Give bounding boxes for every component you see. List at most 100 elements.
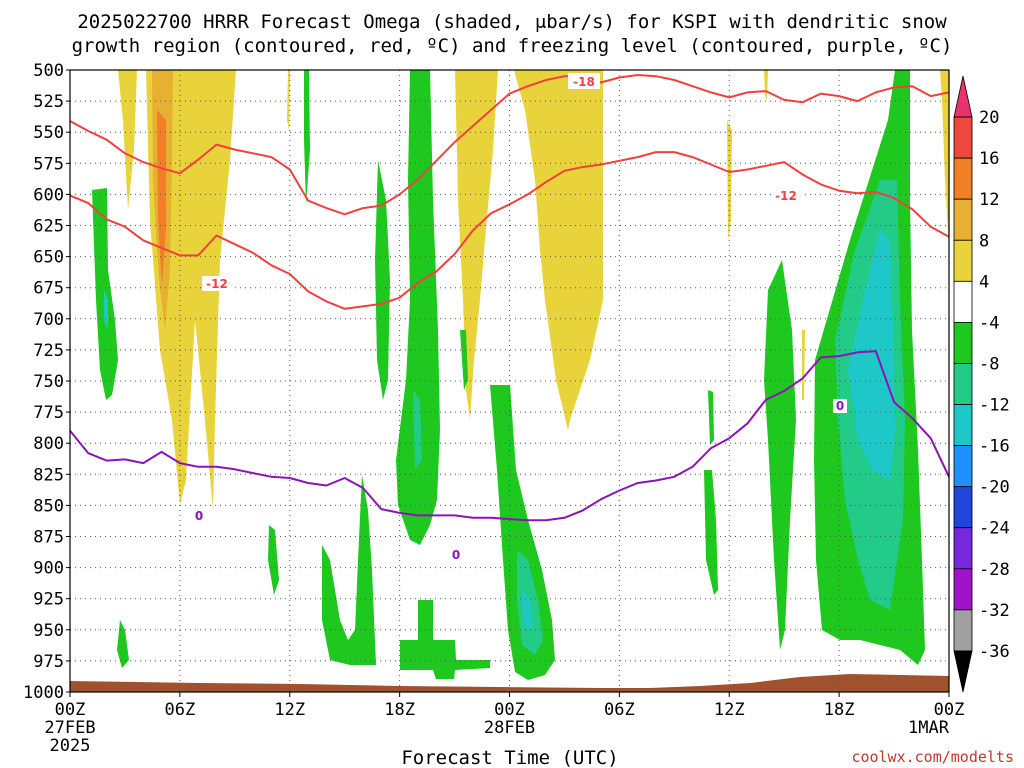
colorbar: 20 16 12 8 4 -4 -8 -12 -16 -20 -24 -28 -32 -36: [953, 75, 1010, 693]
y-tick-label: 550: [33, 123, 64, 143]
y-tick-label: 925: [33, 590, 64, 610]
colorbar-swatch: [953, 527, 973, 570]
colorbar-label: 4: [979, 272, 989, 292]
colorbar-label: 8: [979, 231, 989, 251]
colorbar-swatch: [953, 198, 973, 241]
omega-negative-strong-region: [413, 390, 422, 470]
omega-negative-region: [704, 470, 718, 595]
omega-negative-region: [304, 70, 310, 205]
omega-negative-region: [764, 260, 796, 650]
x-tick-year-label: 2025: [50, 736, 91, 756]
y-tick-label: 650: [33, 248, 64, 268]
freezing-mid-contour-label: 0: [452, 548, 460, 562]
y-tick-label: 900: [33, 559, 64, 579]
colorbar-swatch: [953, 404, 973, 446]
y-tick-label: 575: [33, 154, 64, 174]
omega-negative-region: [460, 330, 468, 390]
colorbar-swatch: [953, 280, 973, 323]
y-tick-label: 600: [33, 185, 64, 205]
colorbar-swatch: [953, 650, 973, 693]
x-tick-label: 06Z: [165, 700, 196, 720]
omega-positive-region: [940, 70, 949, 250]
y-tick-label: 975: [33, 652, 64, 672]
y-tick-label: 775: [33, 403, 64, 423]
contour-labels: -18 -12 -12 0 0 0: [192, 73, 847, 562]
omega-positive-region: [157, 110, 166, 285]
colorbar-swatch: [953, 609, 973, 652]
colorbar-label: -20: [979, 478, 1010, 498]
omega-negative-region: [708, 390, 714, 445]
terrain-ground: [70, 674, 949, 692]
x-tick-label: 18Z: [824, 700, 855, 720]
colorbar-label: -28: [979, 560, 1010, 580]
colorbar-label: 16: [979, 149, 999, 169]
x-tick-date-label: 28FEB: [484, 718, 535, 738]
omega-negative-peak-region: [522, 590, 532, 630]
omega-negative-region: [375, 160, 390, 400]
freezing-right-contour-label: 0: [836, 399, 844, 413]
omega-negative-region: [322, 475, 376, 665]
colorbar-label: -36: [979, 642, 1010, 662]
y-tick-label: 875: [33, 528, 64, 548]
x-tick-label: 18Z: [384, 700, 415, 720]
omega-negative-region: [400, 600, 490, 679]
x-tick-label: 12Z: [274, 700, 305, 720]
colorbar-swatch: [953, 486, 973, 529]
dgz-top-contour-label: -18: [573, 75, 595, 89]
colorbar-label: 20: [979, 108, 999, 128]
colorbar-swatch: [953, 363, 973, 405]
dgz-bottom-contour-label: -12: [206, 277, 228, 291]
dgz-bottom-right-contour-label: -12: [775, 189, 797, 203]
colorbar-label: -16: [979, 437, 1010, 457]
omega-positive-region: [514, 70, 603, 430]
freezing-contour-label: 0: [195, 509, 203, 523]
x-tick-label: 00Z: [934, 700, 965, 720]
omega-positive-region: [802, 330, 805, 400]
y-tick-label: 625: [33, 217, 64, 237]
y-tick-label: 800: [33, 434, 64, 454]
y-tick-label: 525: [33, 92, 64, 112]
omega-negative-region: [268, 525, 279, 595]
contour-lines: [69, 74, 950, 522]
y-tick-label: 500: [33, 61, 64, 81]
y-tick-label: 750: [33, 372, 64, 392]
x-tick-label: 12Z: [714, 700, 745, 720]
y-tick-label: 950: [33, 621, 64, 641]
x-tick-label: 06Z: [604, 700, 635, 720]
x-tick-label: 00Z: [494, 700, 525, 720]
colorbar-swatch: [953, 321, 973, 364]
colorbar-label: -24: [979, 519, 1010, 539]
y-tick-label: 825: [33, 465, 64, 485]
colorbar-label: -4: [979, 313, 999, 333]
x-tick-label: 00Z: [55, 700, 86, 720]
colorbar-swatch: [953, 157, 973, 200]
colorbar-label: -8: [979, 354, 999, 374]
y-tick-label: 675: [33, 279, 64, 299]
colorbar-label: 12: [979, 190, 999, 210]
y-tick-label: 725: [33, 341, 64, 361]
chart-title-line1: 2025022700 HRRR Forecast Omega (shaded, …: [77, 11, 947, 33]
colorbar-swatch: [953, 116, 973, 159]
y-axis: 500 525 550 575 600 625 650 675 700 725 750 775 800 8…: [23, 61, 70, 703]
dgz-contour-line: [69, 151, 950, 310]
colorbar-swatch: [953, 445, 973, 488]
colorbar-swatch: [953, 239, 973, 282]
colorbar-label: -12: [979, 396, 1010, 416]
omega-positive-region: [118, 70, 137, 210]
omega-shading: [92, 70, 949, 680]
x-axis-label: Forecast Time (UTC): [401, 747, 618, 768]
credit-text: coolwx.com/modelts: [851, 748, 1014, 766]
x-tick-date-label: 27FEB: [44, 718, 95, 738]
omega-negative-peak-region: [104, 290, 108, 330]
omega-negative-peak-region: [848, 230, 895, 480]
y-tick-label: 1000: [23, 683, 64, 703]
dgz-contour-line: [69, 74, 950, 216]
x-tick-date-label: 1MAR: [908, 718, 950, 738]
colorbar-swatch: [953, 568, 973, 611]
omega-negative-region: [396, 70, 440, 545]
freezing-level-line: [69, 350, 950, 522]
y-tick-label: 850: [33, 496, 64, 516]
y-tick-label: 700: [33, 310, 64, 330]
